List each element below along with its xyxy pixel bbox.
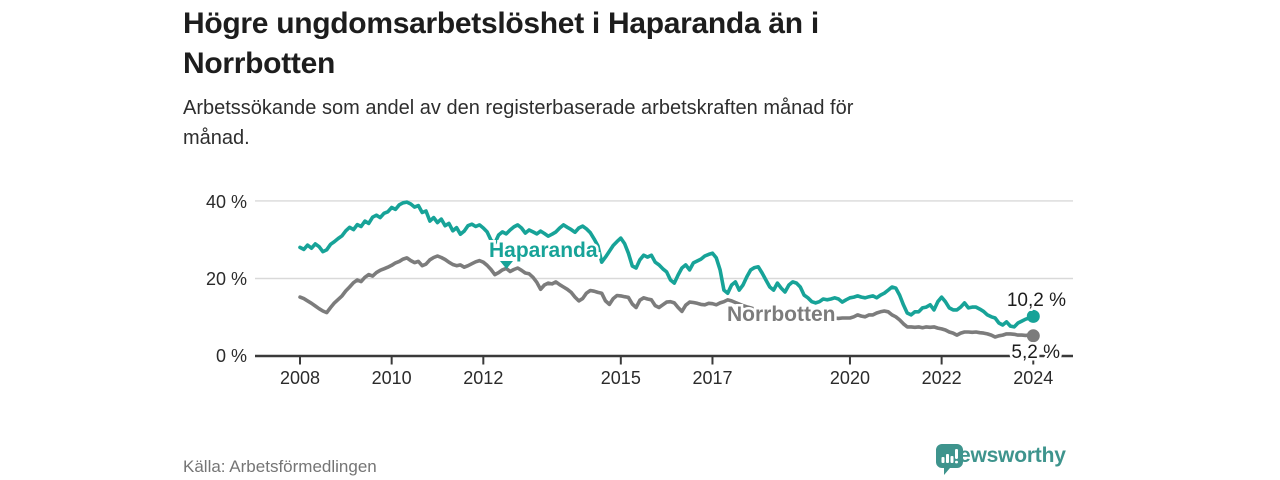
logo-bars-icon xyxy=(941,449,958,464)
x-axis-ticks: 2008 2010 2012 2015 2017 2020 2022 2024 xyxy=(280,357,1053,388)
newsworthy-logo-icon xyxy=(936,444,963,475)
x-tick-label-2017: 2017 xyxy=(692,368,732,388)
line-norrbotten xyxy=(298,254,1036,339)
newsworthy-logo: Newsworthy xyxy=(936,444,1066,475)
end-value-haparanda: 10,2 % xyxy=(1007,290,1066,311)
plot-lines xyxy=(298,200,1040,343)
series-label-norrbotten: Norrbotten xyxy=(727,303,836,326)
series-label-haparanda: Haparanda xyxy=(489,239,598,262)
x-tick-label-2008: 2008 xyxy=(280,368,320,388)
end-dot-norrbotten xyxy=(1026,329,1040,343)
logo-bubble-shape xyxy=(936,444,963,475)
source-text: Källa: Arbetsförmedlingen xyxy=(183,457,377,476)
y-tick-label-40: 40 % xyxy=(206,192,247,212)
x-tick-label-2010: 2010 xyxy=(372,368,412,388)
x-tick-label-2012: 2012 xyxy=(463,368,503,388)
subtitle-line-1: Arbetssökande som andel av den registerb… xyxy=(183,97,854,119)
x-tick-label-2022: 2022 xyxy=(922,368,962,388)
haparanda-pointer-icon xyxy=(500,261,513,269)
y-tick-label-20: 20 % xyxy=(206,269,247,289)
x-tick-label-2020: 2020 xyxy=(830,368,870,388)
end-dot-haparanda xyxy=(1026,309,1040,323)
gridlines xyxy=(255,200,1073,280)
x-tick-label-2015: 2015 xyxy=(601,368,641,388)
title-line-2: Norrbotten xyxy=(183,47,335,80)
y-axis-labels: 0 % 20 % 40 % xyxy=(206,192,247,366)
y-tick-label-0: 0 % xyxy=(216,346,247,366)
line-haparanda xyxy=(298,200,1036,329)
chart-subtitle: Arbetssökande som andel av den registerb… xyxy=(183,93,1063,153)
subtitle-line-2: månad. xyxy=(183,127,250,149)
title-line-1: Högre ungdomsarbetslöshet i Haparanda än… xyxy=(183,7,819,40)
brand-name: Newsworthy xyxy=(944,444,1066,467)
x-tick-label-2024: 2024 xyxy=(1013,368,1053,388)
page-title: Högre ungdomsarbetslöshet i Haparanda än… xyxy=(183,4,1043,84)
end-value-norrbotten: 5,2 % xyxy=(1011,342,1060,363)
